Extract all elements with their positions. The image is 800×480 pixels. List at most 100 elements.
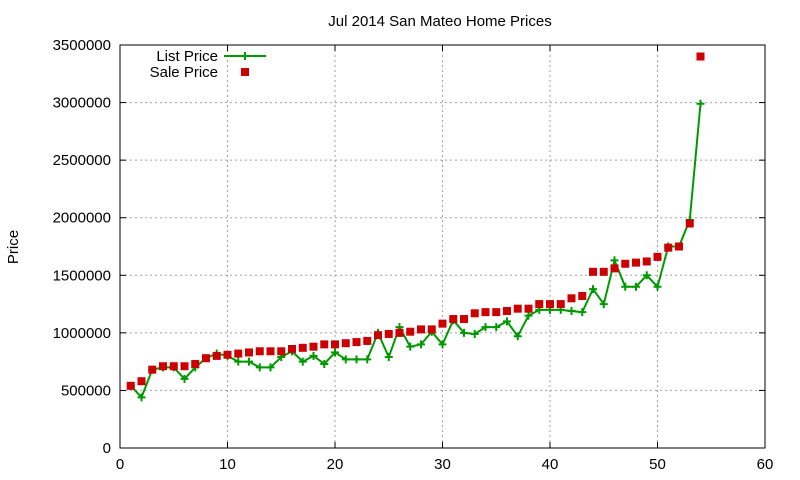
list-price-point <box>331 348 339 357</box>
sale-price-point <box>266 347 275 356</box>
sale-price-point <box>664 243 673 252</box>
sale-price-point <box>470 309 479 318</box>
x-tick-label: 30 <box>434 456 451 473</box>
sale-price-point <box>438 319 447 328</box>
list-price-point <box>567 306 576 315</box>
sale-price-point <box>180 362 189 371</box>
sale-price-point <box>137 377 146 386</box>
list-price-point <box>524 311 533 320</box>
sale-price-point <box>255 347 264 356</box>
sale-price-point <box>374 331 382 340</box>
list-price-point <box>406 342 415 351</box>
sale-price-point <box>331 340 339 349</box>
y-tick-label: 3500000 <box>53 37 111 54</box>
list-price-point <box>309 351 318 360</box>
sale-price-point <box>126 381 135 390</box>
series <box>126 52 705 402</box>
sale-price-point <box>621 259 630 268</box>
legend-label-list-price: List Price <box>156 48 218 65</box>
sale-price-point <box>298 343 307 352</box>
list-price-point <box>320 359 329 368</box>
sale-price-point <box>610 264 619 273</box>
sale-price-point <box>363 336 372 345</box>
x-tick-label: 50 <box>649 456 666 473</box>
sale-price-point <box>632 258 640 267</box>
sale-price-point <box>599 267 608 276</box>
list-price-point <box>298 357 307 366</box>
sale-price-point <box>642 257 651 266</box>
sale-price-point <box>589 267 597 276</box>
list-price-point <box>599 300 608 309</box>
sale-price-point <box>406 327 415 336</box>
sale-price-point <box>234 349 243 358</box>
list-price-point <box>137 393 146 402</box>
legend: List Price Sale Price <box>150 48 266 81</box>
list-price-point <box>266 363 275 372</box>
list-price-point <box>470 330 479 339</box>
sale-price-point <box>352 338 361 347</box>
list-price-point <box>384 353 393 362</box>
sale-price-point <box>685 219 694 228</box>
x-tick-label: 40 <box>542 456 559 473</box>
axis-ticks: 0 10 20 30 40 50 60 0 500000 1000000 1500000 200000… <box>53 37 774 473</box>
x-tick-label: 10 <box>219 456 236 473</box>
list-price-point <box>460 328 468 337</box>
sale-price-point <box>578 292 587 301</box>
list-price-point <box>492 323 501 332</box>
y-tick-label: 1000000 <box>53 325 111 342</box>
sale-price-point <box>309 342 318 351</box>
list-price-point <box>610 256 619 265</box>
sale-price-point <box>556 300 565 309</box>
list-price-point <box>696 99 705 108</box>
sale-price-point <box>202 354 210 363</box>
y-tick-label: 2500000 <box>53 152 111 169</box>
legend-marker-list-price <box>241 52 249 60</box>
x-tick-label: 60 <box>757 456 774 473</box>
list-price-point <box>481 323 490 332</box>
sale-price-point <box>449 315 458 324</box>
sale-price-point <box>277 347 286 356</box>
list-price-point <box>438 340 447 349</box>
sale-price-point <box>320 340 329 349</box>
sale-price-point <box>513 304 522 313</box>
y-tick-label: 1500000 <box>53 267 111 284</box>
sale-price-point <box>245 348 253 357</box>
sale-price-point <box>503 306 511 315</box>
x-tick-label: 20 <box>327 456 344 473</box>
sale-price-point <box>535 300 544 309</box>
sale-price-point <box>384 330 393 339</box>
list-price-point <box>417 340 425 349</box>
sale-price-point <box>212 351 221 360</box>
sale-price-point <box>417 325 425 334</box>
sale-price-point <box>696 52 705 61</box>
chart-title: Jul 2014 San Mateo Home Prices <box>328 13 551 30</box>
list-price-point <box>255 363 264 372</box>
y-tick-label: 0 <box>103 440 111 457</box>
sale-price-point <box>653 252 662 261</box>
list-price-point <box>503 317 511 326</box>
sale-price-point <box>148 365 157 374</box>
sale-price-point <box>492 308 501 317</box>
sale-price-point <box>481 308 490 317</box>
list-price-point <box>621 282 630 291</box>
x-tick-label: 0 <box>116 456 124 473</box>
sale-price-point <box>395 328 404 337</box>
list-price-point <box>363 355 372 364</box>
list-price-point <box>513 332 522 341</box>
sale-price-point <box>524 304 533 313</box>
list-price-point <box>234 357 243 366</box>
list-price-point <box>589 285 597 294</box>
legend-label-sale-price: Sale Price <box>150 64 218 81</box>
legend-marker-sale-price <box>241 68 249 76</box>
sale-price-point <box>427 325 436 334</box>
y-tick-label: 500000 <box>61 382 111 399</box>
y-tick-label: 2000000 <box>53 210 111 227</box>
sale-price-point <box>288 344 296 353</box>
y-axis-label: Price <box>5 230 22 264</box>
list-price-point <box>352 355 361 364</box>
list-price-point <box>653 282 662 291</box>
sale-price-point <box>675 242 683 251</box>
sale-price-point <box>191 359 200 368</box>
y-tick-label: 3000000 <box>53 95 111 112</box>
sale-price-point <box>567 294 576 303</box>
